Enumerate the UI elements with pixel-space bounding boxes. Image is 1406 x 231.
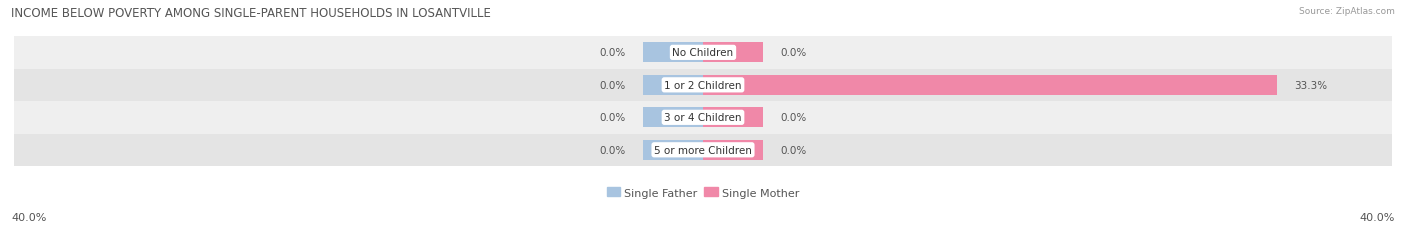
Text: 0.0%: 0.0% [780, 113, 807, 123]
Bar [703, 76, 1277, 95]
Text: 0.0%: 0.0% [599, 48, 626, 58]
Bar [643, 76, 703, 95]
Text: 0.0%: 0.0% [780, 48, 807, 58]
Text: 33.3%: 33.3% [1294, 80, 1327, 91]
Text: 1 or 2 Children: 1 or 2 Children [664, 80, 742, 91]
Bar [643, 43, 703, 63]
Bar [703, 140, 763, 160]
Text: Source: ZipAtlas.com: Source: ZipAtlas.com [1299, 7, 1395, 16]
Text: 0.0%: 0.0% [780, 145, 807, 155]
Text: 0.0%: 0.0% [599, 145, 626, 155]
Text: 0.0%: 0.0% [599, 80, 626, 91]
Bar [14, 37, 1392, 69]
Text: 40.0%: 40.0% [11, 212, 46, 222]
Bar [14, 102, 1392, 134]
Legend: Single Father, Single Mother: Single Father, Single Mother [602, 183, 804, 202]
Bar [14, 69, 1392, 102]
Text: 40.0%: 40.0% [1360, 212, 1395, 222]
Text: 5 or more Children: 5 or more Children [654, 145, 752, 155]
Text: No Children: No Children [672, 48, 734, 58]
Bar [703, 108, 763, 128]
Text: INCOME BELOW POVERTY AMONG SINGLE-PARENT HOUSEHOLDS IN LOSANTVILLE: INCOME BELOW POVERTY AMONG SINGLE-PARENT… [11, 7, 491, 20]
Bar [643, 108, 703, 128]
Text: 0.0%: 0.0% [599, 113, 626, 123]
Bar [14, 134, 1392, 166]
Text: 3 or 4 Children: 3 or 4 Children [664, 113, 742, 123]
Bar [703, 43, 763, 63]
Bar [643, 140, 703, 160]
